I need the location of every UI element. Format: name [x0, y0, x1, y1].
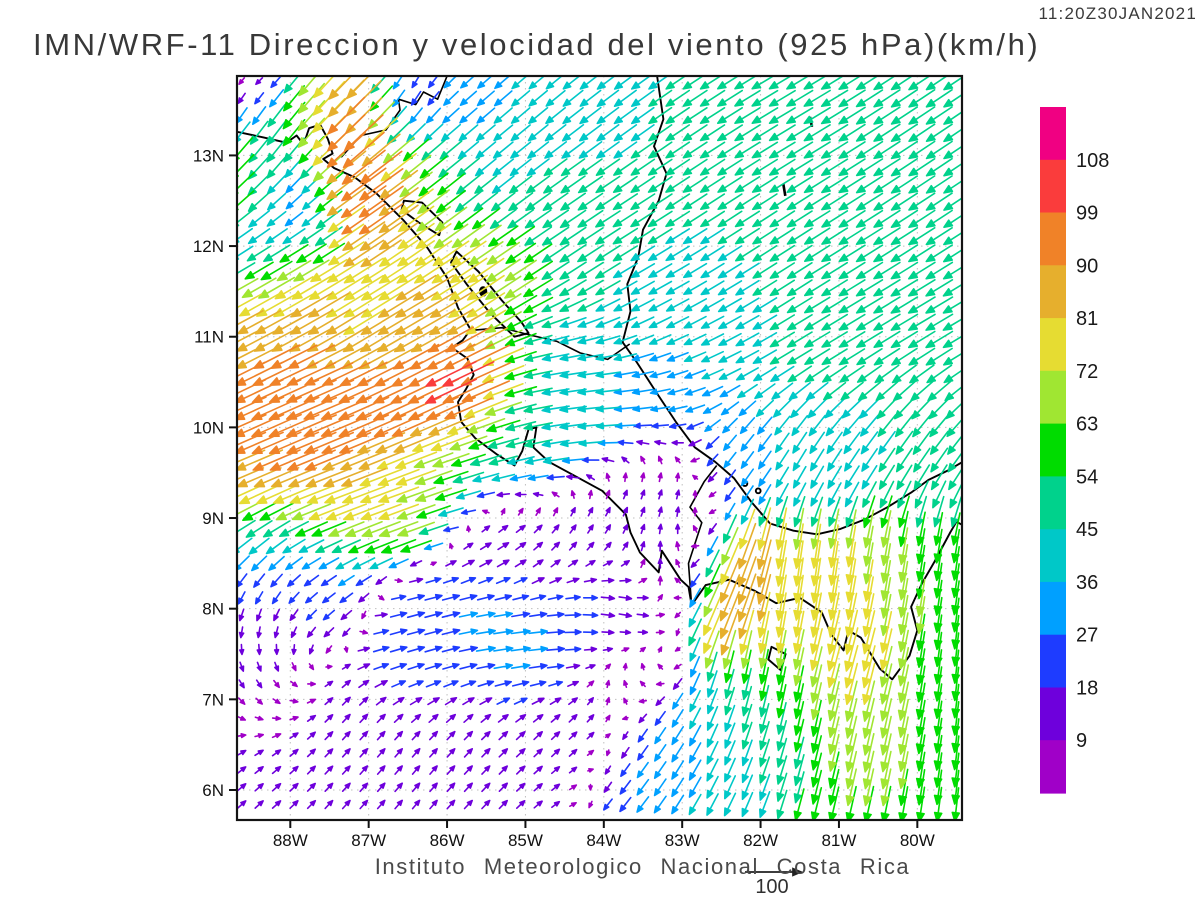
axes: 88W 87W 86W 85W 84W 83W 82W 81W 80W 13N 12N 11N 10N 9…: [193, 146, 935, 850]
y-axis-tick-label: 8N: [202, 600, 224, 619]
colorbar-swatch: [1040, 634, 1066, 689]
y-axis-tick-label: 7N: [202, 690, 224, 709]
wind-vector-band-8: [237, 76, 893, 706]
colorbar-tick-label: 27: [1076, 625, 1098, 647]
x-axis-tick-label: 84W: [586, 831, 621, 850]
map-frame: [235, 74, 964, 822]
wind-vector-band-9: [237, 76, 772, 656]
y-axis-tick-label: 13N: [193, 146, 224, 165]
colorbar-swatch: [1040, 740, 1066, 794]
colorbar-tick-label: 90: [1076, 255, 1098, 277]
footer-caption: Instituto Meteorologico Nacional Costa R…: [374, 854, 911, 879]
san-andres-island: [782, 183, 787, 197]
x-axis-tick-label: 86W: [430, 831, 465, 850]
colorbar-swatch: [1040, 212, 1066, 266]
colorbar-swatch: [1040, 107, 1066, 161]
colorbar-tick-label: 9: [1076, 730, 1087, 752]
colorbar-tick-label: 81: [1076, 308, 1098, 330]
lake-nicaragua-outline: [450, 250, 530, 338]
chart-title: IMN/WRF-11 Direccion y velocidad del vie…: [33, 27, 1041, 62]
colorbar-swatch: [1040, 265, 1066, 319]
colorbar-tick-label: 18: [1076, 678, 1098, 700]
colorbar-swatch: [1040, 370, 1066, 425]
y-axis-tick-label: 11N: [194, 328, 224, 347]
valid-time-label: 11:20Z30JAN2021: [1038, 4, 1197, 23]
colorbar-swatch: [1040, 423, 1066, 477]
wind-vectors: [237, 76, 962, 820]
wind-vector-band-1: [237, 77, 718, 810]
colorbar-swatch: [1040, 318, 1066, 372]
x-axis-tick-label: 85W: [508, 831, 543, 850]
y-axis-tick-label: 9N: [202, 509, 224, 528]
bocas-island: [754, 487, 762, 495]
y-axis-tick-label: 10N: [193, 418, 224, 437]
colorbar-tick-label: 54: [1076, 466, 1098, 488]
colorbar-tick-label: 63: [1076, 414, 1098, 436]
colorbar-swatch: [1040, 159, 1066, 214]
colorbar-tick-label: 108: [1076, 150, 1109, 172]
colorbar-swatch: [1040, 476, 1066, 530]
colorbar-swatch: [1040, 687, 1066, 741]
wind-vector-band-4: [237, 76, 896, 818]
wind-vector-band-6: [237, 85, 961, 820]
wind-vector-band-11: [425, 360, 495, 404]
y-axis-tick-label: 12N: [193, 237, 224, 256]
colorbar-swatch: [1040, 581, 1066, 636]
x-axis-tick-label: 80W: [900, 831, 935, 850]
border-costarica-nicaragua: [470, 326, 631, 361]
wind-vector-band-5: [237, 76, 962, 820]
reference-arrow: [745, 867, 804, 877]
y-axis-tick-label: 6N: [202, 781, 224, 800]
colorbar-tick-label: 45: [1076, 519, 1098, 541]
pacific-coastline: [237, 123, 962, 681]
x-axis-tick-label: 81W: [821, 831, 856, 850]
colorbar-tick-label: 36: [1076, 572, 1098, 594]
wind-vector-band-2: [237, 76, 737, 813]
colorbar-tick-label: 72: [1076, 361, 1098, 383]
colorbar-tick-label: 99: [1076, 203, 1098, 225]
wind-vector-band-0: [237, 77, 717, 809]
x-axis-tick-label: 88W: [273, 831, 308, 850]
reference-arrow-label: 100: [755, 876, 789, 898]
x-axis-tick-label: 83W: [665, 831, 700, 850]
caribbean-coastline: [621, 76, 962, 536]
wind-vector-band-10: [237, 96, 511, 471]
x-axis-tick-label: 82W: [743, 831, 778, 850]
x-axis-tick-label: 87W: [351, 831, 386, 850]
wind-vector-band-3: [237, 76, 773, 815]
colorbar-swatch: [1040, 529, 1066, 583]
colorbar: 108 99 90 81 72 63 54 45 36 27 18 9: [1040, 107, 1109, 794]
